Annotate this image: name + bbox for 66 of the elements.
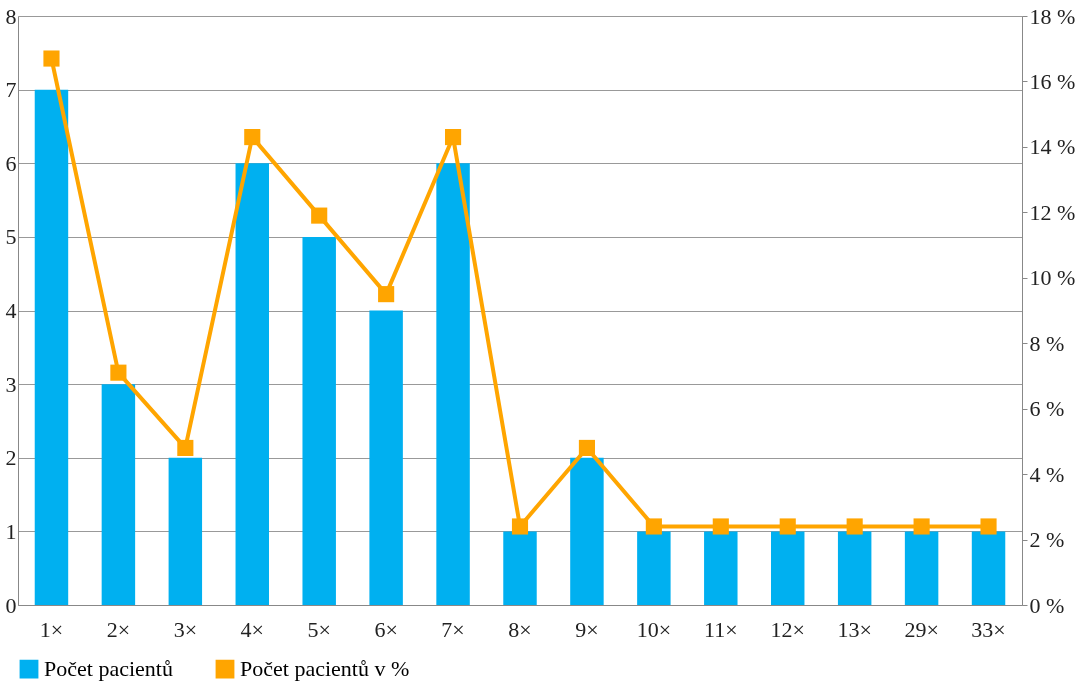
point xyxy=(378,286,395,303)
bar xyxy=(771,531,805,605)
bar xyxy=(637,531,671,605)
x-tick-label: 12× xyxy=(770,616,805,642)
y-tick-label: 7 xyxy=(5,77,17,103)
x-tick-label: 3× xyxy=(173,616,198,642)
bar xyxy=(904,531,939,605)
x-tick-label: 9× xyxy=(575,616,599,642)
x-tick-label: 1× xyxy=(39,616,64,642)
bar xyxy=(101,384,136,605)
bar xyxy=(971,531,1006,605)
y-tick-label: 0 xyxy=(5,592,17,618)
y-tick-label: 1 xyxy=(5,518,17,544)
y-tick-label: 2 xyxy=(5,445,17,471)
bar xyxy=(168,457,203,605)
point xyxy=(779,518,796,535)
y2-tick-label: 12 % xyxy=(1029,199,1076,225)
point xyxy=(511,518,529,535)
bar xyxy=(837,531,872,605)
x-tick-label: 11× xyxy=(704,616,738,642)
point xyxy=(43,50,60,67)
y2-tick-label: 18 % xyxy=(1029,3,1076,29)
point xyxy=(177,439,194,456)
y2-tick-label: 8 % xyxy=(1029,330,1065,356)
bar xyxy=(235,163,269,605)
bar xyxy=(503,531,537,605)
bar xyxy=(436,163,470,605)
point xyxy=(110,364,127,381)
bar xyxy=(369,310,403,605)
point xyxy=(913,518,930,535)
point xyxy=(645,518,662,535)
x-tick-label: 5× xyxy=(307,616,331,642)
x-tick-label: 4× xyxy=(240,616,264,642)
x-tick-label: 29× xyxy=(904,616,939,642)
point xyxy=(846,518,863,535)
y2-tick-label: 10 % xyxy=(1029,265,1076,291)
y-tick-label: 6 xyxy=(5,150,17,176)
y2-tick-label: 14 % xyxy=(1029,134,1076,160)
y-tick-label: 3 xyxy=(5,371,17,397)
x-tick-label: 2× xyxy=(106,616,131,642)
x-tick-label: 33× xyxy=(971,616,1006,642)
point xyxy=(311,207,328,224)
y2-tick-label: 0 % xyxy=(1029,592,1065,618)
point xyxy=(980,518,997,535)
bar xyxy=(570,457,604,605)
y2-tick-label: 6 % xyxy=(1029,396,1065,422)
bar xyxy=(34,89,69,605)
y2-tick-label: 16 % xyxy=(1029,68,1076,94)
y2-tick-label: 4 % xyxy=(1029,461,1065,487)
point xyxy=(445,129,462,146)
legend-label: Počet pacientů v % xyxy=(240,656,410,682)
y-tick-label: 8 xyxy=(5,3,17,29)
y-tick-label: 5 xyxy=(5,224,17,250)
legend-label: Počet pacientů xyxy=(44,656,173,682)
y2-tick-label: 2 % xyxy=(1029,527,1065,553)
x-tick-label: 7× xyxy=(441,616,465,642)
x-tick-label: 6× xyxy=(374,616,398,642)
y-tick-label: 4 xyxy=(5,298,17,323)
point xyxy=(578,439,595,456)
x-tick-label: 8× xyxy=(508,616,532,642)
x-tick-label: 13× xyxy=(837,616,872,642)
point xyxy=(712,518,729,535)
bar xyxy=(704,531,738,605)
point xyxy=(244,129,261,146)
bar xyxy=(302,236,336,605)
x-tick-label: 10× xyxy=(636,616,672,642)
